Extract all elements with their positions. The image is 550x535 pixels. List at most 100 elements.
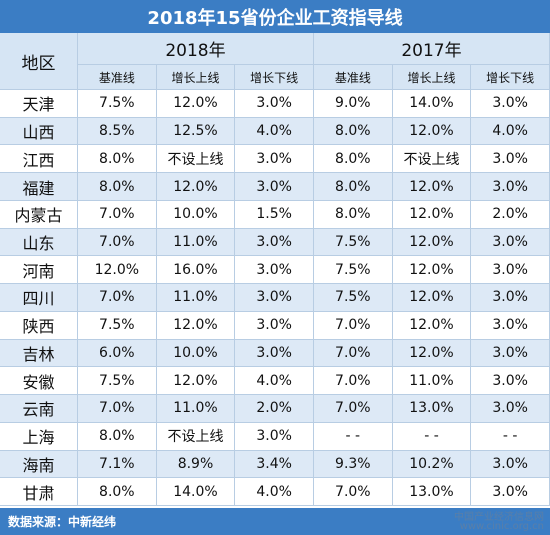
- value: 11.0%: [156, 228, 236, 257]
- value: 12.0%: [392, 228, 472, 257]
- value: 3.0%: [235, 145, 314, 174]
- value: 14.0%: [392, 90, 472, 118]
- value: 3.0%: [471, 478, 550, 506]
- value: 4.0%: [471, 117, 550, 146]
- value: 3.0%: [235, 90, 314, 118]
- value: 7.1%: [78, 450, 157, 479]
- title: 2018年15省份企业工资指导线: [0, 0, 550, 33]
- value: 7.5%: [78, 90, 157, 118]
- region: 河南: [0, 256, 78, 285]
- value: 12.0%: [392, 311, 472, 340]
- value: 7.0%: [78, 228, 157, 257]
- value: 7.0%: [78, 395, 157, 423]
- subheader: 增长上线: [392, 65, 472, 90]
- subheader: 增长下线: [235, 65, 314, 90]
- value: 6.0%: [78, 339, 157, 368]
- value: 7.0%: [78, 284, 157, 312]
- value: 8.0%: [314, 117, 393, 146]
- value: 3.0%: [471, 367, 550, 396]
- value: 3.0%: [471, 395, 550, 423]
- subheader: 基准线: [314, 65, 393, 90]
- value: 9.0%: [314, 90, 393, 118]
- value: 12.0%: [392, 200, 472, 229]
- value: 9.3%: [314, 450, 393, 479]
- value: 4.0%: [235, 117, 314, 146]
- value: 12.0%: [392, 173, 472, 201]
- value: 3.0%: [235, 256, 314, 285]
- value: 7.5%: [314, 284, 393, 312]
- value: 1.5%: [235, 200, 314, 229]
- value: 7.5%: [314, 256, 393, 285]
- value: 不设上线: [156, 145, 236, 174]
- value: 8.0%: [78, 173, 157, 201]
- value: - -: [471, 422, 550, 451]
- value: 3.0%: [235, 173, 314, 201]
- value: 13.0%: [392, 478, 472, 506]
- region: 甘肃: [0, 478, 78, 506]
- value: 4.0%: [235, 478, 314, 506]
- value: 12.0%: [392, 339, 472, 368]
- value: 8.5%: [78, 117, 157, 146]
- value: 7.5%: [78, 311, 157, 340]
- value: 8.0%: [78, 478, 157, 506]
- region: 山西: [0, 117, 78, 146]
- value: 8.0%: [314, 145, 393, 174]
- value: 10.0%: [156, 339, 236, 368]
- value: 11.0%: [156, 284, 236, 312]
- value: 7.5%: [78, 367, 157, 396]
- subheader: 增长下线: [471, 65, 550, 90]
- value: 3.0%: [471, 173, 550, 201]
- region: 陕西: [0, 311, 78, 340]
- value: 3.0%: [471, 284, 550, 312]
- value: 3.4%: [235, 450, 314, 479]
- value: 7.0%: [78, 200, 157, 229]
- value: 12.0%: [156, 367, 236, 396]
- region: 福建: [0, 173, 78, 201]
- value: 8.0%: [78, 422, 157, 451]
- region: 安徽: [0, 367, 78, 396]
- value: 7.0%: [314, 311, 393, 340]
- year-header: 2018年: [78, 33, 314, 65]
- value: 12.0%: [156, 173, 236, 201]
- value: 12.0%: [392, 284, 472, 312]
- region: 四川: [0, 284, 78, 312]
- value: 8.0%: [314, 200, 393, 229]
- value: 12.0%: [156, 90, 236, 118]
- value: 12.0%: [392, 117, 472, 146]
- region: 江西: [0, 145, 78, 174]
- region: 海南: [0, 450, 78, 479]
- value: 10.2%: [392, 450, 472, 479]
- subheader: 增长上线: [156, 65, 236, 90]
- value: 12.0%: [78, 256, 157, 285]
- year-header: 2017年: [314, 33, 550, 65]
- value: 3.0%: [471, 145, 550, 174]
- value: 7.0%: [314, 367, 393, 396]
- value: 3.0%: [235, 422, 314, 451]
- value: 12.0%: [392, 256, 472, 285]
- value: 不设上线: [392, 145, 472, 174]
- value: 不设上线: [156, 422, 236, 451]
- value: 8.0%: [78, 145, 157, 174]
- value: 3.0%: [471, 256, 550, 285]
- value: 3.0%: [471, 450, 550, 479]
- value: 4.0%: [235, 367, 314, 396]
- region-header: 地区: [0, 33, 78, 90]
- value: 3.0%: [235, 311, 314, 340]
- value: 3.0%: [235, 228, 314, 257]
- value: 7.0%: [314, 395, 393, 423]
- value: 7.5%: [314, 228, 393, 257]
- value: 2.0%: [235, 395, 314, 423]
- value: 14.0%: [156, 478, 236, 506]
- watermark: 中国产业经济信息网: [454, 512, 544, 523]
- value: 3.0%: [471, 228, 550, 257]
- value: 12.0%: [156, 311, 236, 340]
- source: 数据来源：中新经纬: [0, 508, 550, 535]
- value: 11.0%: [392, 367, 472, 396]
- region: 上海: [0, 422, 78, 451]
- region: 内蒙古: [0, 200, 78, 229]
- value: 8.0%: [314, 173, 393, 201]
- value: 8.9%: [156, 450, 236, 479]
- value: 7.0%: [314, 339, 393, 368]
- value: 3.0%: [471, 311, 550, 340]
